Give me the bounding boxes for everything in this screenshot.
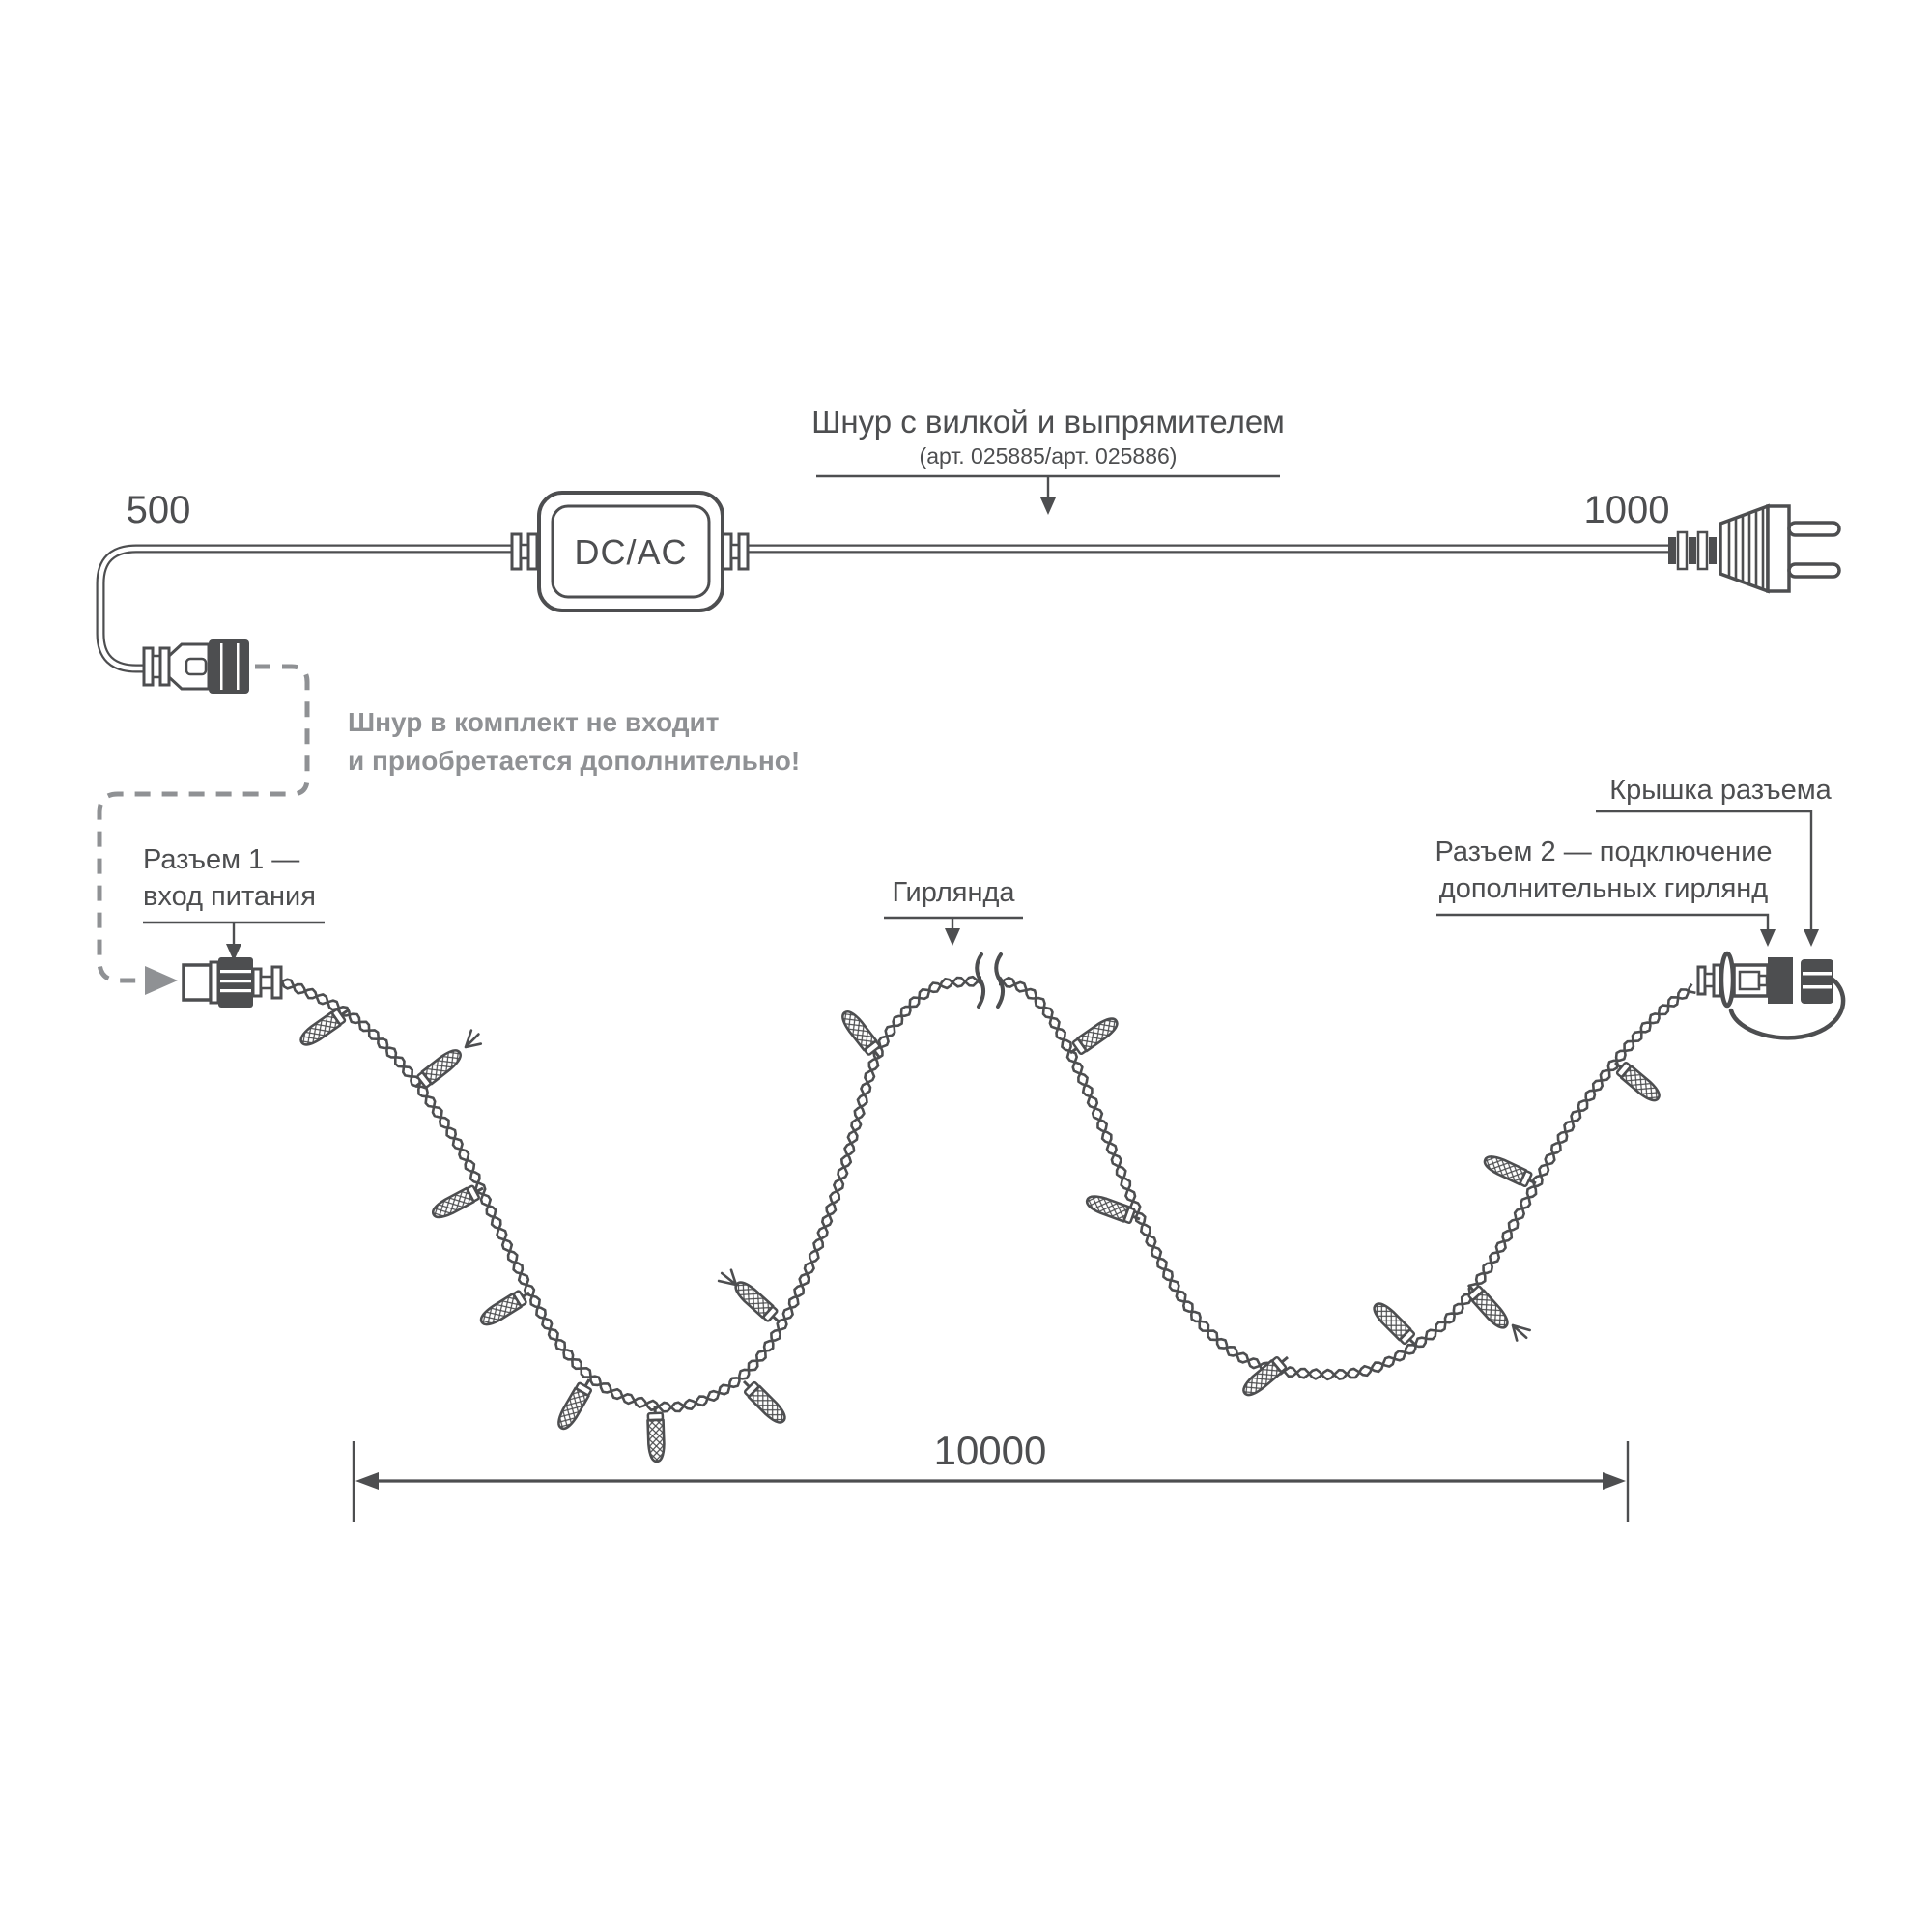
note-line2: и приобретается дополнительно! <box>348 746 800 776</box>
connector1-label-line1: Разъем 1 — <box>143 844 299 875</box>
connector1-label-line2: вход питания <box>143 881 316 912</box>
dimension-garland: 10000 <box>352 1428 1630 1522</box>
note-not-included: Шнур в комплект не входит и приобретаетс… <box>348 707 800 776</box>
garland-wire-strand <box>280 974 1696 1413</box>
cap-label: Крышка разъема <box>1609 775 1832 806</box>
connector2-label-line2: дополнительных гирлянд <box>1439 873 1769 904</box>
plug-prong <box>1787 521 1841 537</box>
wire-tail-fork <box>458 1027 486 1055</box>
led-bulb <box>409 1044 467 1094</box>
led-bulb <box>1368 1297 1423 1352</box>
title-block: Шнур с вилкой и выпрямителем (арт. 02588… <box>811 404 1285 515</box>
led-bulb <box>837 1006 887 1064</box>
connector-2-output <box>1696 951 1846 1040</box>
callout-connector1: Разъем 1 — вход питания <box>143 844 325 961</box>
connector-cap <box>1801 959 1833 1004</box>
dcac-label: DC/AC <box>574 532 687 572</box>
led-bulb <box>730 1276 785 1329</box>
led-bulb <box>296 1002 355 1051</box>
connector-2-socket <box>1768 957 1793 1004</box>
down-arrow-icon <box>1804 929 1819 947</box>
down-arrow-icon <box>226 944 242 961</box>
garland-wire-strand <box>281 974 1693 1413</box>
down-arrow-icon <box>1760 929 1776 947</box>
left-arrow-icon <box>355 1472 379 1490</box>
led-bulb <box>428 1179 489 1223</box>
cap-lanyard <box>1728 976 1846 1040</box>
down-arrow-icon <box>945 928 960 946</box>
connector-1-power-input <box>182 957 283 1008</box>
diagram-subtitle: (арт. 025885/арт. 025886) <box>920 443 1178 469</box>
callout-connector2: Разъем 2 — подключение дополнительных ги… <box>1435 837 1776 947</box>
garland-label: Гирлянда <box>892 877 1015 908</box>
cord-connector <box>142 639 249 694</box>
dimension-cord-left: 500 <box>127 489 191 531</box>
dcac-adapter: DC/AC <box>510 491 750 612</box>
callout-cap: Крышка разъема <box>1596 775 1833 947</box>
power-cord: DC/AC <box>96 491 1841 694</box>
diagram-title: Шнур с вилкой и выпрямителем <box>811 404 1285 440</box>
garland-wire <box>280 974 1696 1413</box>
euro-plug <box>1668 503 1841 594</box>
dimension-cord-right: 1000 <box>1584 489 1670 531</box>
dimension-garland-value: 10000 <box>934 1428 1047 1473</box>
led-bulb <box>1461 1278 1514 1333</box>
plug-prong <box>1787 562 1841 579</box>
connector2-label-line1: Разъем 2 — подключение <box>1435 837 1772 867</box>
seal-ring <box>1719 951 1736 1009</box>
led-bulb <box>645 1404 667 1463</box>
callout-garland: Гирлянда <box>884 877 1023 946</box>
dashed-arrow-icon <box>145 966 178 995</box>
right-arrow-icon <box>1603 1472 1626 1490</box>
wire-break-icon <box>975 952 1005 1009</box>
led-bulb <box>553 1374 598 1434</box>
led-bulb <box>1480 1151 1541 1192</box>
wire-tail-fork <box>1506 1318 1534 1346</box>
dashed-route <box>97 664 310 995</box>
led-bulb <box>736 1374 791 1429</box>
led-bulb <box>1608 1055 1665 1106</box>
down-arrow-icon <box>1040 497 1056 515</box>
plug-body <box>1719 503 1770 594</box>
garland-bulbs <box>296 1002 1665 1463</box>
note-line1: Шнур в комплект не входит <box>348 707 719 737</box>
